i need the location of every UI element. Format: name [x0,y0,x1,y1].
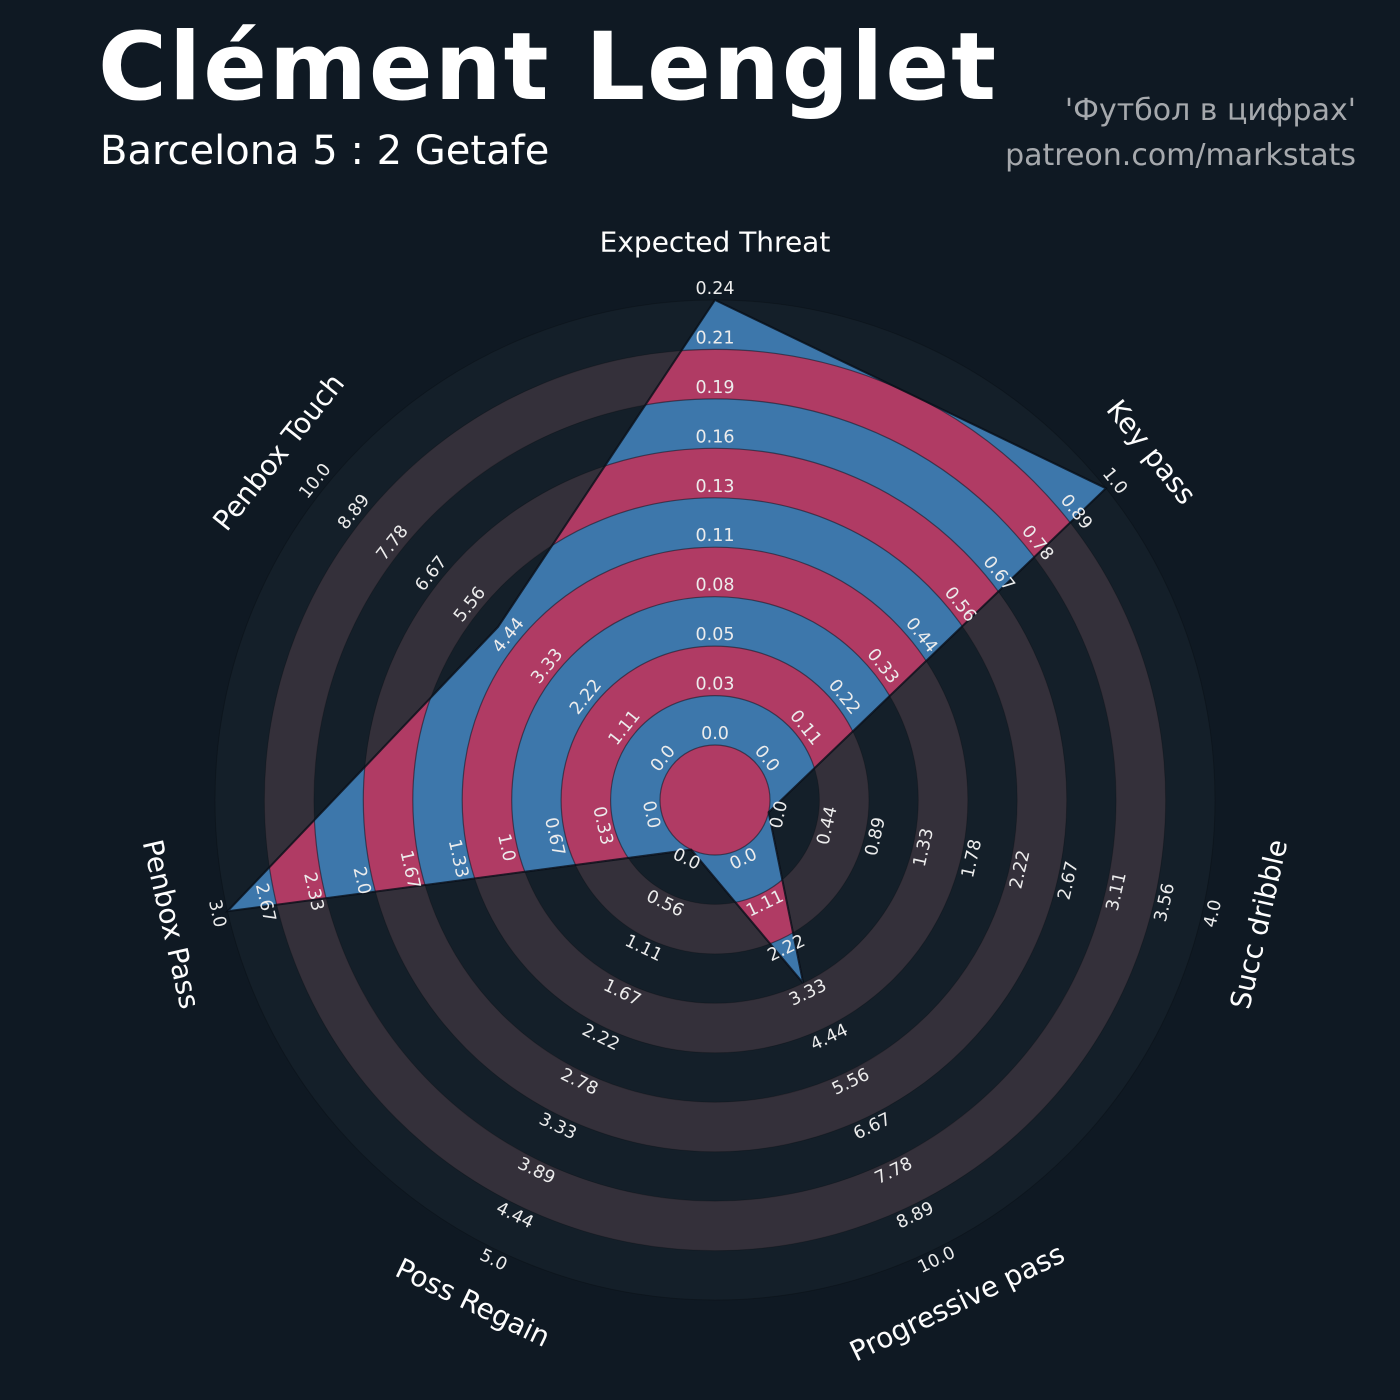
radar-inner-ring [659,744,771,856]
radar-polygon-outline [224,298,1108,984]
tick-label: 0.11 [696,526,735,546]
tick-label: 0.05 [696,625,735,645]
axis-label-penbox-pass: Penbox Pass [136,837,207,1012]
patreon-credit: patreon.com/markstats [1005,138,1356,173]
tick-label: 0.08 [696,576,735,596]
player-name-title: Clément Lenglet [98,13,999,122]
credit-watermark: 'Футбол в цифрах' [1064,93,1356,128]
axis-label-expected-threat: Expected Threat [600,226,831,259]
match-score-subtitle: Barcelona 5 : 2 Getafe [100,128,550,174]
axis-label-poss-regain: Poss Regain [391,1252,556,1354]
tick-label: 0.03 [696,675,735,695]
tick-label: 0.13 [696,477,735,497]
tick-label: 0.19 [696,378,735,398]
tick-label: 0.0 [701,724,729,744]
tick-label: 0.24 [696,279,735,299]
credit-block: 'Футбол в цифрах' patreon.com/markstats [1005,88,1356,178]
tick-label: 0.16 [696,427,735,447]
axis-label-succ-dribble: Succ dribble [1224,836,1295,1012]
tick-label: 0.21 [696,328,735,348]
